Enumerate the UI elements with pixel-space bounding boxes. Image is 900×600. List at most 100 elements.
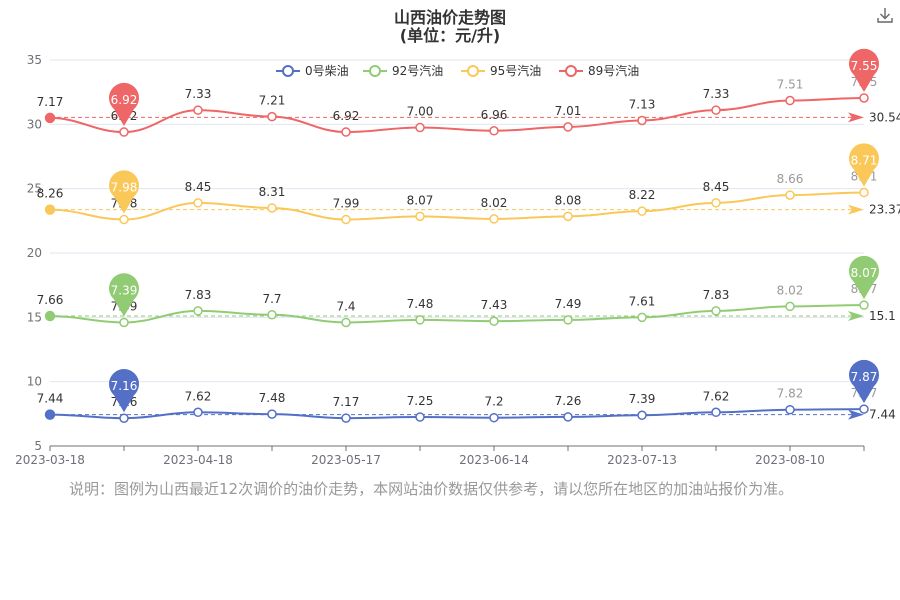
min-marker-label: 7.39 (111, 283, 138, 297)
data-point (785, 95, 795, 106)
data-label: 8.45 (703, 180, 730, 194)
data-point (44, 310, 56, 322)
data-point (193, 198, 203, 208)
average-label: 7.44 (869, 408, 896, 422)
min-marker: 7.98 (109, 170, 139, 214)
min-marker-shape (109, 170, 139, 214)
series-4: 30.54 7.17 6.92 7.33 7.21 6.92 7.00 6.96 7.01 7.1… (37, 75, 900, 137)
download-icon-graphic (877, 8, 893, 23)
data-label: 7.17 (333, 395, 360, 409)
data-label: 7.61 (629, 294, 656, 308)
data-label: 7.44 (37, 392, 64, 406)
data-point (415, 122, 425, 133)
x-tick-label: 2023-05-17 (311, 453, 381, 467)
series-1: 7.447.447.167.627.487.177.257.27.267.397… (37, 386, 896, 423)
data-point (193, 105, 203, 115)
min-marker-label: 7.16 (111, 379, 138, 393)
oil-price-line-chart: 5 10 15 20 25 30 35 2023-03-18 2023-04-18 2023-05… (15, 48, 900, 467)
data-label: 8.08 (555, 193, 582, 207)
data-point (341, 214, 351, 225)
series-line (49, 96, 865, 134)
x-tick-label: 2023-04-18 (163, 453, 233, 467)
data-label: 7.66 (37, 293, 64, 307)
average-arrow (848, 311, 864, 322)
data-label: 7.25 (407, 394, 434, 408)
series-line (49, 304, 865, 324)
max-marker-shape (849, 359, 880, 404)
legend-item-2[interactable]: 92号汽油 (363, 63, 443, 78)
data-label: 8.26 (37, 187, 64, 201)
y-tick-label: 35 (27, 53, 42, 67)
data-label: 8.02 (777, 283, 804, 297)
max-marker: 8.71 (849, 143, 880, 187)
data-label: 8.02 (481, 196, 508, 210)
legend-item-1[interactable]: 0号柴油 (276, 64, 349, 78)
max-marker-shape (849, 143, 880, 187)
min-marker-label: 6.92 (111, 93, 138, 107)
data-label: 8.45 (185, 180, 212, 194)
y-tick-label: 10 (27, 375, 42, 389)
data-point (119, 214, 129, 225)
data-point (637, 206, 647, 216)
y-tick-label: 30 (27, 117, 42, 131)
legend-item-4[interactable]: 89号汽油 (559, 63, 639, 78)
data-label: 6.92 (333, 109, 360, 123)
data-point (637, 312, 647, 323)
data-label: 6.96 (481, 108, 508, 122)
data-point (119, 413, 129, 423)
x-tick-label: 2023-03-18 (15, 453, 85, 467)
x-tick-label: 2023-07-13 (607, 453, 677, 467)
data-label: 7.99 (333, 197, 360, 211)
data-label: 7.26 (555, 394, 582, 408)
max-marker-label: 7.55 (851, 59, 878, 73)
min-marker-label: 7.98 (111, 181, 138, 195)
y-tick-label: 20 (27, 246, 42, 260)
data-point (44, 409, 56, 420)
max-marker-label: 8.07 (851, 266, 878, 280)
download-icon[interactable] (876, 6, 894, 24)
data-label: 7.82 (777, 387, 804, 401)
data-point (637, 115, 647, 126)
max-marker-shape (849, 48, 880, 92)
data-point (341, 317, 351, 328)
max-marker: 7.87 (849, 359, 880, 404)
data-point (341, 127, 351, 137)
chart-subtitle: (单位：元/升) (399, 26, 501, 45)
data-label: 7.21 (259, 94, 286, 108)
data-label: 7.83 (185, 288, 212, 302)
data-point (711, 105, 721, 115)
data-point (563, 315, 573, 325)
data-point (119, 127, 129, 137)
legend-swatch-marker (282, 65, 294, 77)
min-marker: 7.16 (109, 369, 139, 413)
data-label: 8.22 (629, 188, 656, 202)
data-label: 7.00 (407, 105, 434, 119)
legend-swatch-marker (467, 65, 479, 77)
x-tick-label: 2023-08-10 (755, 453, 825, 467)
data-point (415, 315, 425, 325)
data-label: 7.2 (484, 395, 503, 409)
legend-label: 95号汽油 (490, 63, 541, 78)
data-point (489, 126, 499, 136)
data-label: 7.62 (703, 389, 730, 403)
data-label: 7.33 (185, 87, 212, 101)
data-point (489, 412, 499, 423)
data-point (415, 412, 425, 422)
data-point (785, 301, 795, 312)
data-point (563, 211, 573, 222)
data-point (859, 93, 869, 103)
data-label: 7.83 (703, 288, 730, 302)
chart-note: 说明：图例为山西最近12次调价的油价走势，本网站油价数据仅供参考，请以您所在地区… (69, 480, 794, 498)
data-label: 7.4 (336, 299, 355, 313)
legend-swatch-marker (565, 65, 577, 77)
legend-item-3[interactable]: 95号汽油 (461, 63, 541, 78)
data-point (44, 204, 56, 215)
series-line (49, 191, 865, 221)
legend-label: 89号汽油 (588, 63, 639, 78)
average-arrow (848, 112, 864, 123)
data-label: 8.31 (259, 185, 286, 199)
max-marker: 8.07 (849, 255, 880, 300)
data-point (489, 214, 499, 224)
min-marker: 6.92 (108, 82, 139, 127)
data-label: 7.49 (555, 297, 582, 311)
